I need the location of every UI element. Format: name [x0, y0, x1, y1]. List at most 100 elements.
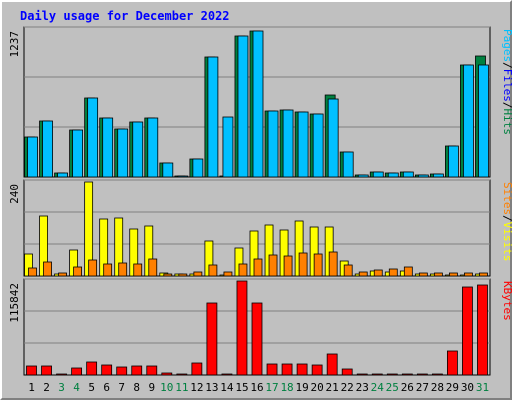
x-tick-label: 15 [235, 381, 248, 394]
pages-bar [42, 120, 53, 178]
sites-bar [358, 271, 368, 277]
chart-title: Daily usage for December 2022 [20, 9, 230, 23]
x-tick-label: 24 [371, 381, 385, 394]
sites-bar [449, 272, 458, 277]
kbytes-bar [251, 302, 263, 376]
kbytes-bar [86, 361, 98, 376]
kbytes-bar [266, 363, 278, 376]
pages-bar [147, 117, 159, 178]
sites-bar [58, 272, 67, 277]
kbytes-bar [416, 373, 428, 376]
pages-bar [327, 98, 339, 178]
x-tick-label: 14 [220, 381, 234, 394]
x-tick-label: 28 [431, 381, 444, 394]
x-tick-label: 8 [133, 381, 140, 394]
kbytes-bar [71, 367, 83, 376]
hits-panel-legend-hits: Hits [501, 109, 512, 136]
sites-bar [373, 269, 383, 277]
hits-panel-legend-pages: Pages [501, 29, 512, 62]
pages-bar [463, 64, 474, 178]
pages-bar [357, 174, 369, 178]
sites-bar [238, 263, 248, 277]
sites-bar [283, 255, 293, 277]
pages-bar [387, 172, 399, 178]
sites-bar [388, 268, 398, 277]
x-tick-label: 17 [265, 381, 278, 394]
x-tick-label: 23 [356, 381, 369, 394]
pages-bar [222, 116, 234, 178]
pages-bar [132, 121, 144, 178]
hits-panel-legend-slash: / [501, 62, 512, 69]
sites-bar [479, 272, 488, 277]
kbytes-bar [206, 302, 218, 376]
x-tick-label: 12 [190, 381, 203, 394]
x-tick-label: 16 [250, 381, 263, 394]
kbytes-bar [26, 365, 37, 376]
pages-bar [102, 117, 114, 178]
sites-bar [163, 273, 173, 277]
x-tick-label: 5 [88, 381, 95, 394]
kbytes-bar [462, 286, 473, 376]
kbytes-bar [341, 368, 353, 376]
x-tick-label: 10 [160, 381, 173, 394]
x-tick-label: 2 [43, 381, 50, 394]
sites-bar [403, 266, 413, 277]
sites-bar [148, 258, 158, 277]
kbytes-panel-max-label: 115842 [8, 283, 21, 323]
pages-bar [312, 113, 324, 178]
kbytes-bar [431, 373, 443, 376]
pages-bar [297, 111, 309, 178]
x-tick-label: 13 [205, 381, 218, 394]
kbytes-bar [56, 373, 67, 376]
kbytes-bar [221, 373, 233, 376]
visits-panel-legend: Sites/Visits [501, 182, 512, 262]
sites-bar [418, 272, 428, 277]
sites-bar [88, 259, 98, 277]
visits-panel-legend-sites: Sites [501, 182, 512, 215]
kbytes-panel-legend-kbytes: KBytes [501, 281, 512, 321]
kbytes-bar [386, 373, 398, 376]
pages-bar [117, 128, 129, 178]
visits-panel-legend-slash: / [501, 215, 512, 222]
sites-bar [223, 271, 233, 277]
pages-bar [57, 172, 68, 178]
x-tick-label: 29 [446, 381, 459, 394]
kbytes-bar [236, 280, 248, 376]
hits-panel-legend-slash: / [501, 102, 512, 109]
pages-bar [402, 171, 414, 178]
kbytes-bar [281, 363, 293, 376]
sites-bar [118, 262, 128, 277]
x-tick-label: 6 [103, 381, 110, 394]
pages-bar [237, 35, 249, 178]
kbytes-bar [311, 364, 323, 376]
pages-bar [252, 30, 264, 178]
sites-bar [328, 251, 338, 277]
pages-bar [87, 97, 99, 178]
kbytes-bar [296, 363, 308, 376]
sites-bar [313, 253, 323, 277]
pages-bar [162, 162, 174, 178]
sites-bar [103, 263, 113, 277]
hits-panel-legend-files: Files [501, 69, 512, 102]
kbytes-bar [131, 365, 143, 376]
x-tick-label: 21 [326, 381, 339, 394]
x-tick-label: 20 [311, 381, 324, 394]
kbytes-bar [477, 284, 488, 376]
pages-bar [372, 171, 384, 178]
sites-bar [73, 266, 83, 277]
pages-bar [342, 151, 354, 178]
visits-panel-legend-visits: Visits [501, 222, 512, 262]
sites-bar [178, 273, 188, 277]
x-tick-label: 9 [148, 381, 155, 394]
sites-bar [208, 264, 218, 277]
sites-bar [133, 263, 143, 277]
x-tick-label: 27 [416, 381, 429, 394]
kbytes-bar [356, 373, 368, 376]
pages-bar [417, 174, 429, 178]
pages-bar [27, 136, 38, 178]
kbytes-bar [176, 373, 188, 376]
x-tick-label: 26 [401, 381, 414, 394]
x-tick-label: 19 [295, 381, 308, 394]
sites-bar [253, 258, 263, 277]
